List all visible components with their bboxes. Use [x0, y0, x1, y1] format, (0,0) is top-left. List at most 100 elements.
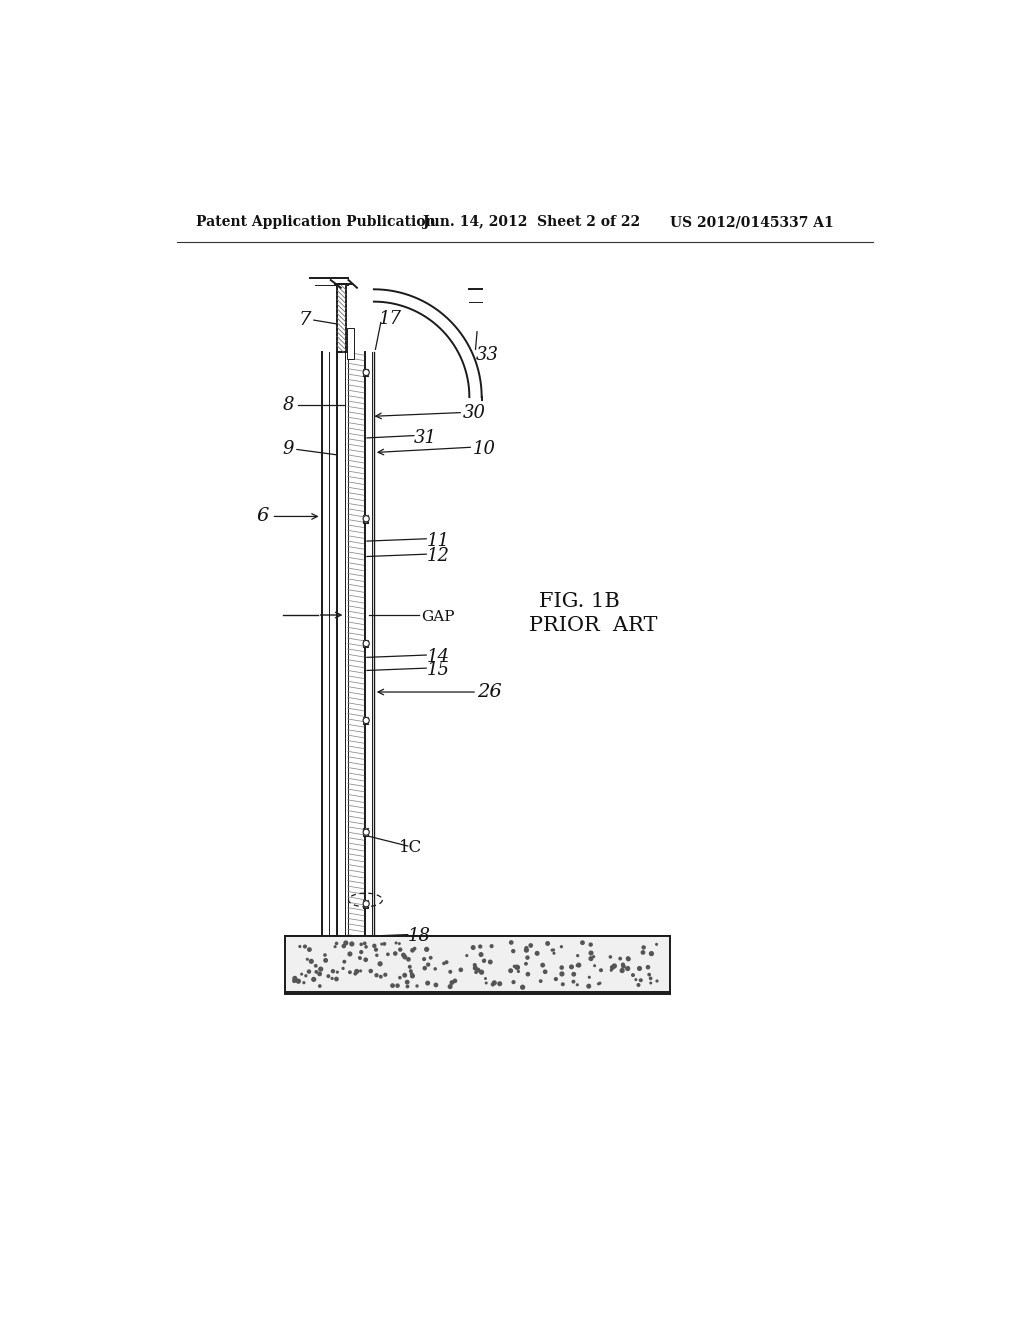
Circle shape — [609, 956, 611, 958]
Circle shape — [337, 972, 338, 973]
Circle shape — [411, 974, 415, 978]
Circle shape — [332, 970, 335, 973]
Circle shape — [395, 942, 397, 944]
Circle shape — [364, 900, 370, 907]
Circle shape — [364, 829, 370, 836]
Circle shape — [398, 942, 400, 944]
Circle shape — [524, 962, 527, 965]
Circle shape — [305, 975, 307, 977]
Circle shape — [364, 718, 370, 723]
Text: 26: 26 — [477, 682, 502, 701]
Circle shape — [638, 966, 641, 970]
Circle shape — [521, 985, 524, 989]
Circle shape — [524, 948, 528, 952]
Circle shape — [381, 944, 383, 945]
Circle shape — [561, 983, 564, 986]
Circle shape — [304, 945, 306, 948]
Circle shape — [525, 946, 527, 949]
Circle shape — [423, 966, 426, 970]
Circle shape — [360, 944, 362, 945]
Circle shape — [598, 983, 599, 985]
Circle shape — [466, 954, 468, 957]
Circle shape — [510, 941, 513, 944]
Circle shape — [479, 953, 483, 957]
Circle shape — [526, 973, 529, 975]
Circle shape — [649, 977, 651, 979]
Circle shape — [513, 965, 515, 968]
Circle shape — [306, 958, 308, 960]
Circle shape — [364, 516, 370, 521]
Circle shape — [312, 978, 315, 981]
Circle shape — [434, 983, 437, 986]
Bar — [285, 936, 670, 994]
Text: 10: 10 — [473, 441, 497, 458]
Circle shape — [641, 950, 645, 954]
Circle shape — [482, 960, 485, 962]
Circle shape — [656, 981, 657, 982]
Circle shape — [560, 972, 564, 975]
Circle shape — [516, 966, 519, 969]
Circle shape — [655, 944, 657, 945]
Circle shape — [492, 983, 495, 986]
Circle shape — [317, 972, 322, 975]
Text: 7: 7 — [298, 312, 311, 329]
Circle shape — [380, 975, 382, 978]
Circle shape — [387, 953, 389, 956]
Circle shape — [572, 981, 574, 983]
Circle shape — [649, 952, 653, 956]
Circle shape — [335, 977, 338, 981]
Circle shape — [358, 957, 361, 960]
Text: 30: 30 — [463, 404, 486, 421]
Text: 18: 18 — [408, 927, 431, 945]
Text: FIG. 1B: FIG. 1B — [539, 591, 620, 611]
Circle shape — [648, 973, 650, 975]
Circle shape — [517, 970, 519, 973]
Circle shape — [589, 977, 590, 978]
Circle shape — [546, 941, 550, 945]
Circle shape — [324, 954, 326, 956]
Text: 33: 33 — [475, 346, 499, 364]
Circle shape — [416, 985, 418, 987]
Circle shape — [293, 977, 297, 981]
Circle shape — [589, 942, 592, 946]
Circle shape — [635, 979, 637, 981]
Circle shape — [488, 960, 492, 964]
Circle shape — [327, 975, 330, 977]
Circle shape — [529, 944, 532, 948]
Text: US 2012/0145337 A1: US 2012/0145337 A1 — [670, 215, 834, 230]
Bar — [364, 900, 369, 908]
Circle shape — [473, 966, 477, 970]
Circle shape — [581, 941, 584, 944]
Circle shape — [324, 958, 328, 962]
Circle shape — [359, 970, 361, 972]
Circle shape — [376, 954, 378, 956]
Circle shape — [403, 973, 407, 977]
Bar — [364, 640, 369, 647]
Circle shape — [589, 952, 593, 954]
Circle shape — [315, 970, 317, 973]
Circle shape — [307, 970, 310, 973]
Circle shape — [612, 964, 616, 968]
Circle shape — [429, 957, 432, 958]
Circle shape — [650, 982, 651, 983]
Circle shape — [314, 965, 317, 968]
Circle shape — [553, 953, 555, 954]
Circle shape — [544, 970, 547, 973]
Circle shape — [621, 969, 624, 973]
Circle shape — [318, 968, 323, 972]
Circle shape — [365, 958, 368, 961]
Circle shape — [358, 957, 360, 958]
Circle shape — [425, 948, 429, 952]
Circle shape — [370, 969, 373, 973]
Circle shape — [365, 945, 368, 948]
Circle shape — [498, 982, 502, 986]
Circle shape — [632, 974, 634, 977]
Circle shape — [479, 970, 483, 974]
Circle shape — [536, 952, 539, 956]
Circle shape — [401, 953, 406, 957]
Circle shape — [526, 956, 529, 960]
Text: 31: 31 — [414, 429, 437, 447]
Circle shape — [512, 981, 515, 983]
Circle shape — [354, 973, 356, 975]
Circle shape — [560, 966, 563, 969]
